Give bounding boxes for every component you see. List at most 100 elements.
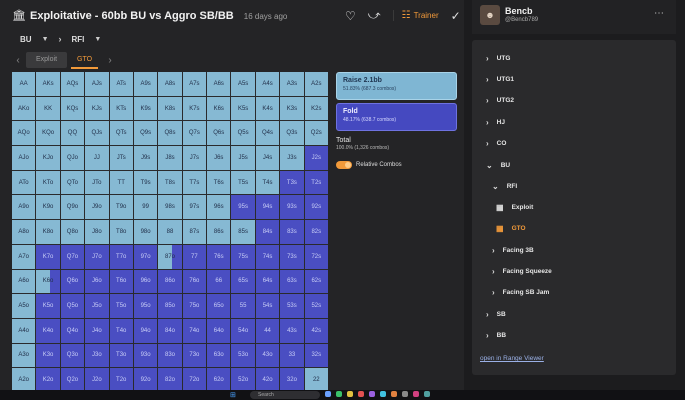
hand-cell[interactable]: K8o (36, 220, 60, 244)
hand-cell[interactable]: Q5s (231, 121, 255, 146)
hand-cell[interactable]: Q8s (158, 121, 182, 146)
hand-cell[interactable]: JTo (85, 170, 109, 195)
hand-cell[interactable]: A2o (12, 368, 36, 392)
hand-cell[interactable]: 92o (133, 368, 158, 392)
hand-cell[interactable]: Q2s (304, 121, 328, 146)
hand-cell[interactable]: 86s (207, 220, 231, 244)
hand-cell[interactable]: ATo (12, 170, 36, 195)
hand-cell[interactable]: A9o (12, 195, 36, 220)
hand-cell[interactable]: 54o (231, 318, 255, 343)
hand-cell[interactable]: Q4s (255, 121, 280, 146)
hand-cell[interactable]: 73o (182, 343, 207, 368)
hand-cell[interactable]: 85s (231, 220, 255, 244)
hand-cell[interactable]: T7o (109, 244, 133, 269)
hand-cell[interactable]: K5s (231, 96, 255, 121)
hand-cell[interactable]: J9s (133, 146, 158, 170)
hand-cell[interactable]: K7o (36, 244, 60, 269)
heart-icon[interactable]: ♡ (345, 8, 356, 23)
hand-cell[interactable]: 87s (182, 220, 207, 244)
hand-cell[interactable]: T6s (207, 170, 231, 195)
hand-cell[interactable]: 85o (158, 294, 182, 318)
hand-cell[interactable]: T5o (109, 294, 133, 318)
hand-cell[interactable]: 32o (280, 368, 304, 392)
hand-cell[interactable]: AJs (85, 72, 109, 96)
app-icon[interactable] (380, 391, 386, 397)
tree-item-facing-squeeze[interactable]: › Facing Squeeze (492, 267, 552, 276)
hand-cell[interactable]: J2s (304, 146, 328, 170)
hand-cell[interactable]: T4o (109, 318, 133, 343)
hand-cell[interactable]: J4s (255, 146, 280, 170)
hand-cell[interactable]: A2s (304, 72, 328, 96)
hand-cell[interactable]: T9o (109, 195, 133, 220)
hand-cell[interactable]: KJo (36, 146, 60, 170)
app-icon[interactable] (347, 391, 353, 397)
tree-item-co[interactable]: › CO (486, 139, 506, 148)
hand-cell[interactable]: J6s (207, 146, 231, 170)
hand-cell[interactable]: A4s (255, 72, 280, 96)
hand-cell[interactable]: KJs (85, 96, 109, 121)
hand-cell[interactable]: J2o (85, 368, 109, 392)
hand-cell[interactable]: 96o (133, 269, 158, 294)
tree-item-exploit[interactable]: ▦ Exploit (496, 203, 533, 212)
hand-cell[interactable]: 65o (207, 294, 231, 318)
share-icon[interactable]: ⤻ (367, 8, 381, 22)
hand-cell[interactable]: 95s (231, 195, 255, 220)
hand-cell[interactable]: 93s (280, 195, 304, 220)
caret-down-icon[interactable]: ▼ (94, 35, 102, 43)
hand-cell[interactable]: K3s (280, 96, 304, 121)
more-icon[interactable]: ⋯ (654, 8, 664, 19)
hand-cell[interactable]: 92s (304, 195, 328, 220)
hand-cell[interactable]: 76o (182, 269, 207, 294)
hand-cell[interactable]: 32s (304, 343, 328, 368)
hand-cell[interactable]: AA (12, 72, 36, 96)
hand-cell[interactable]: Q7s (182, 121, 207, 146)
hand-cell[interactable]: 95o (133, 294, 158, 318)
hand-cell[interactable]: A6o (12, 269, 36, 294)
hand-cell[interactable]: T5s (231, 170, 255, 195)
hand-cell[interactable]: K7s (182, 96, 207, 121)
hand-cell[interactable]: 86o (158, 269, 182, 294)
hand-cell[interactable]: AJo (12, 146, 36, 170)
hand-cell[interactable]: A4o (12, 318, 36, 343)
hand-cell[interactable]: 87o (158, 244, 182, 269)
hand-cell[interactable]: 54s (255, 294, 280, 318)
hand-cell[interactable]: 62s (304, 269, 328, 294)
hand-cell[interactable]: 82s (304, 220, 328, 244)
hand-cell[interactable]: 66 (207, 269, 231, 294)
hand-cell[interactable]: Q3o (60, 343, 85, 368)
hand-cell[interactable]: K9s (133, 96, 158, 121)
hand-cell[interactable]: 96s (207, 195, 231, 220)
hand-cell[interactable]: K6s (207, 96, 231, 121)
hand-cell[interactable]: AQo (12, 121, 36, 146)
hand-cell[interactable]: 84o (158, 318, 182, 343)
hand-cell[interactable]: T3s (280, 170, 304, 195)
caret-down-icon[interactable]: ▼ (41, 35, 49, 43)
app-icon[interactable] (369, 391, 375, 397)
hand-cell[interactable]: 98s (158, 195, 182, 220)
hand-cell[interactable]: 63o (207, 343, 231, 368)
hand-cell[interactable]: 94o (133, 318, 158, 343)
hand-cell[interactable]: A3o (12, 343, 36, 368)
hand-cell[interactable]: AKo (12, 96, 36, 121)
tree-item-utg[interactable]: › UTG (486, 54, 510, 63)
hand-cell[interactable]: K2s (304, 96, 328, 121)
hand-cell[interactable]: Q6o (60, 269, 85, 294)
tree-item-bu[interactable]: ⌄ BU (486, 161, 510, 170)
hand-cell[interactable]: J3o (85, 343, 109, 368)
chevron-left-icon[interactable]: ‹ (16, 54, 20, 66)
hand-cell[interactable]: T6o (109, 269, 133, 294)
hand-cell[interactable]: 77 (182, 244, 207, 269)
hand-cell[interactable]: QQ (60, 121, 85, 146)
tree-item-sb[interactable]: › SB (486, 310, 506, 319)
hand-cell[interactable]: Q3s (280, 121, 304, 146)
hand-cell[interactable]: A7o (12, 244, 36, 269)
hand-cell[interactable]: A3s (280, 72, 304, 96)
tab-gto[interactable]: GTO (67, 52, 102, 69)
tree-item-facing-sb-jam[interactable]: › Facing SB Jam (492, 288, 549, 297)
hand-cell[interactable]: Q9o (60, 195, 85, 220)
hand-cell[interactable]: T4s (255, 170, 280, 195)
hand-cell[interactable]: T3o (109, 343, 133, 368)
hand-cell[interactable]: J7o (85, 244, 109, 269)
hand-cell[interactable]: 73s (280, 244, 304, 269)
range-viewer-link[interactable]: open in Range Viewer (480, 355, 544, 362)
